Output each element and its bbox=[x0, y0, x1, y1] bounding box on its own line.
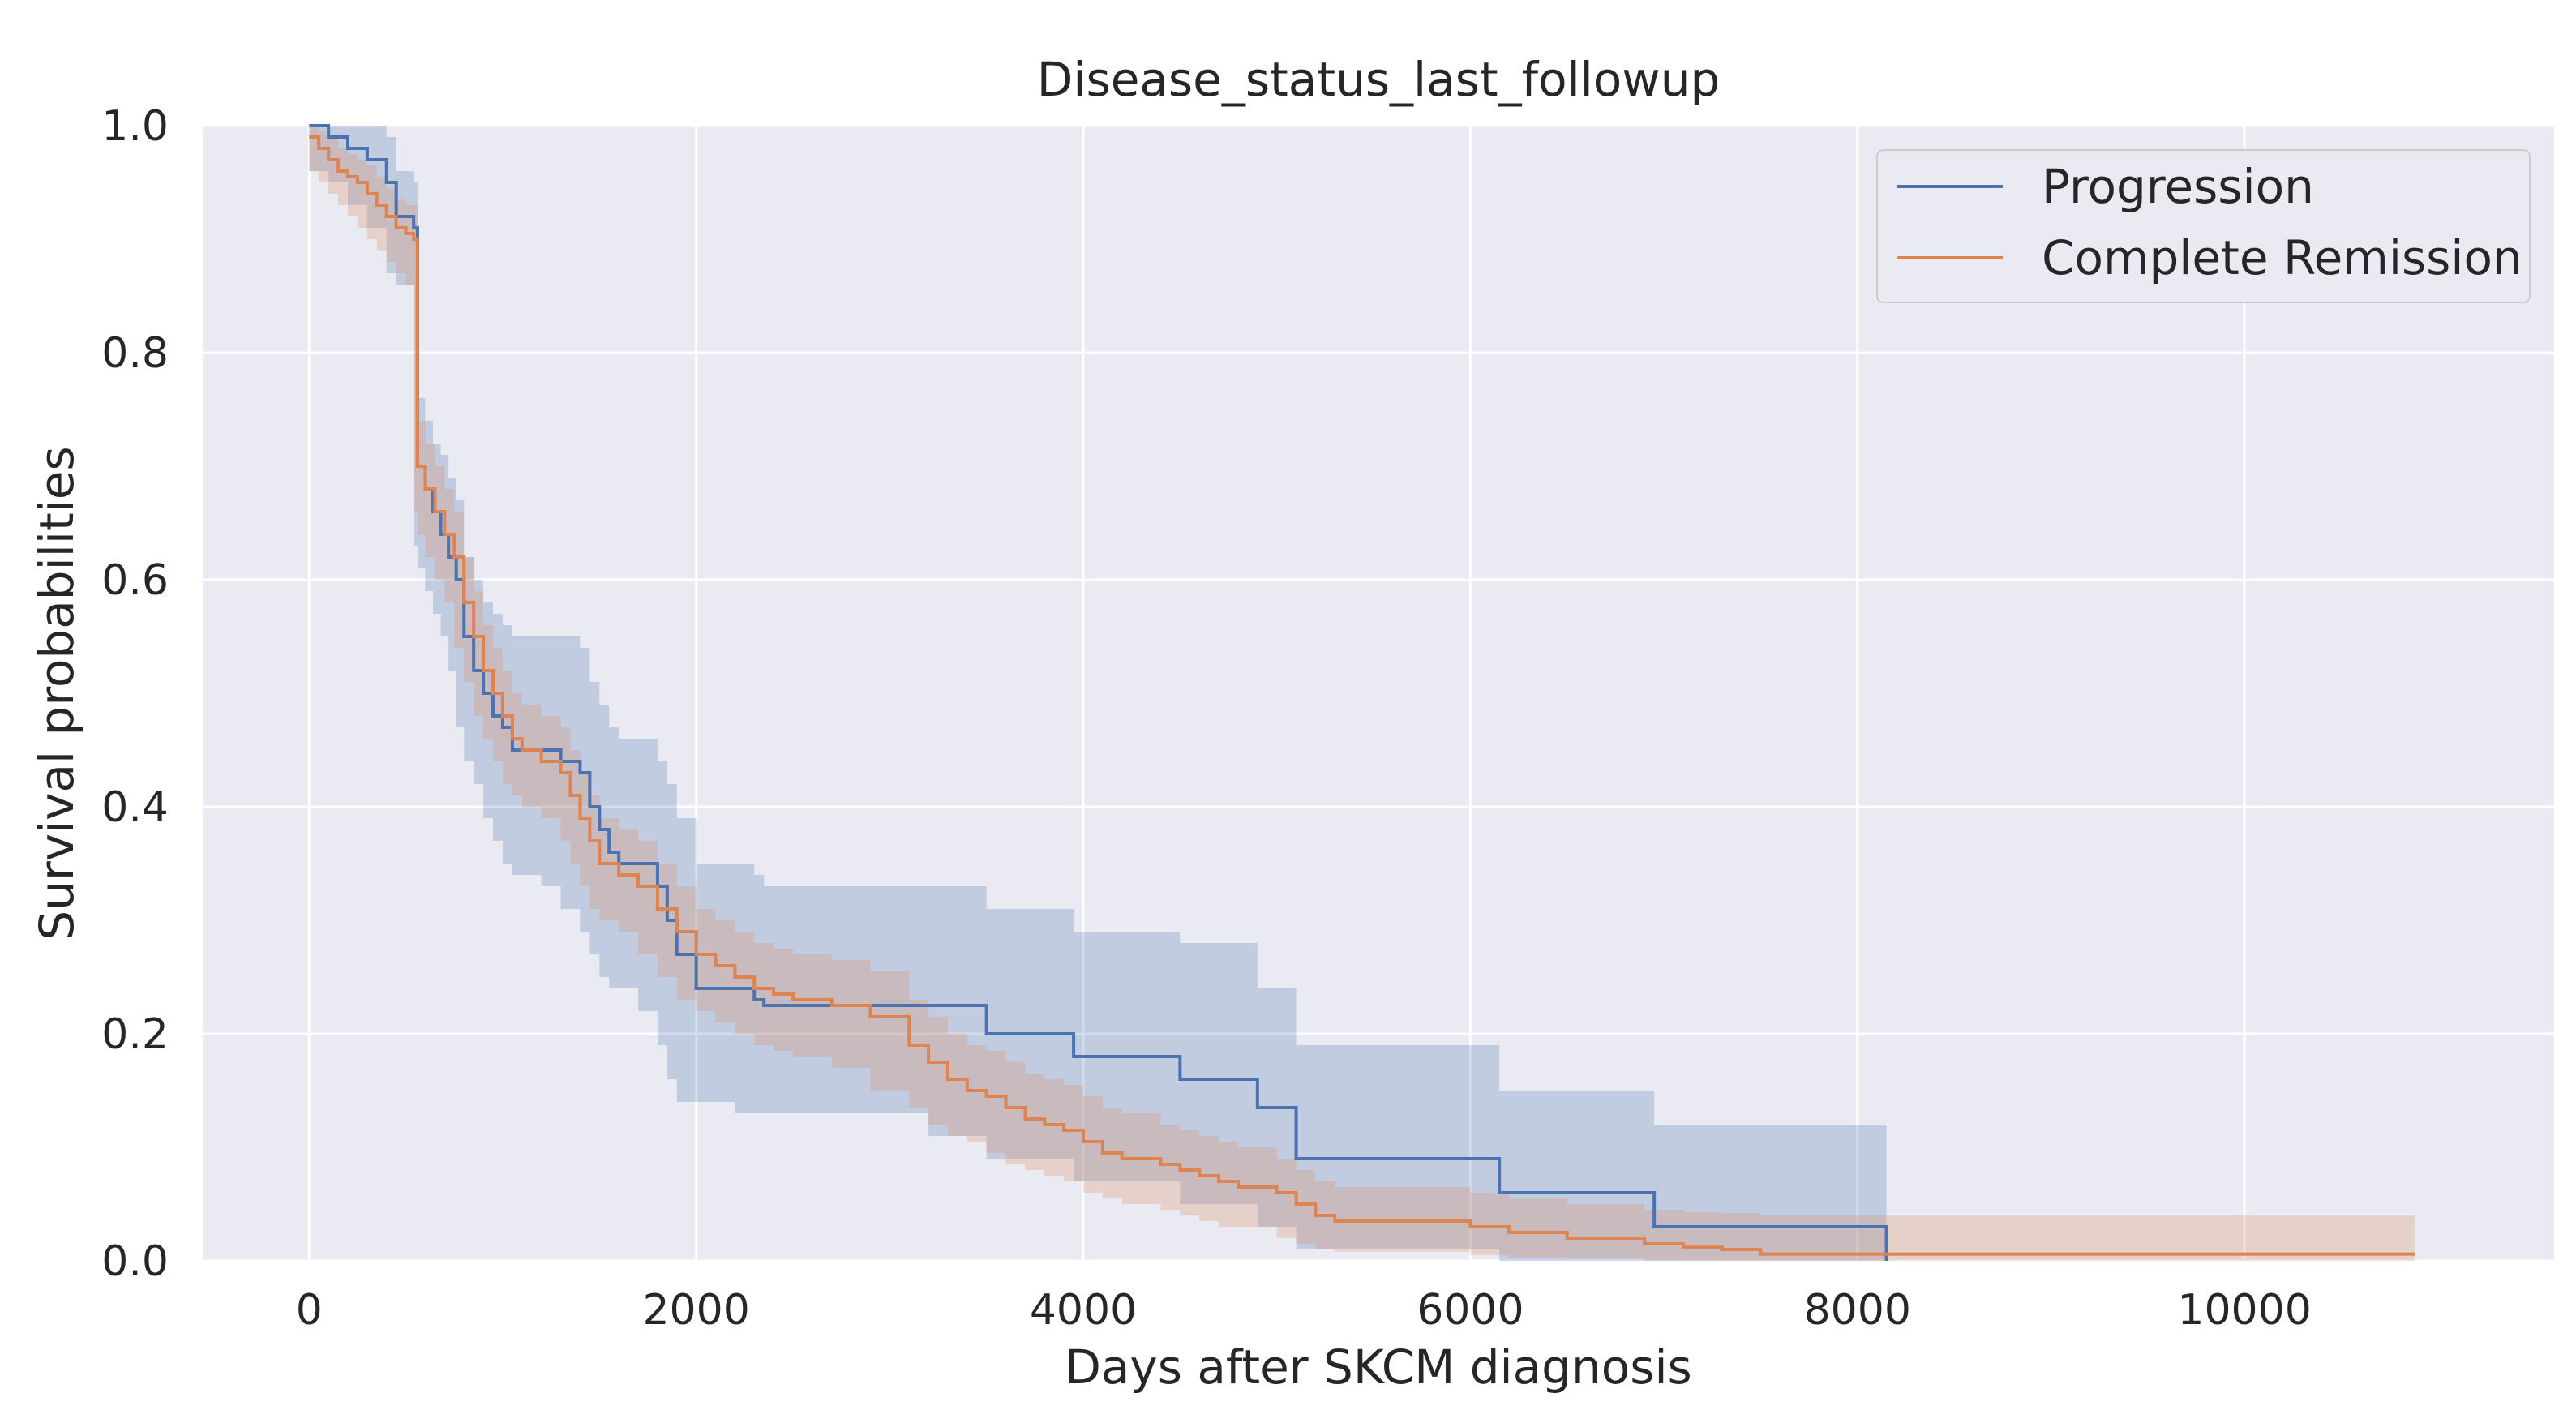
x-tick-label-0: 0 bbox=[296, 1286, 323, 1335]
x-axis-ticks: 0 2000 4000 6000 8000 10000 bbox=[296, 1286, 2312, 1335]
y-tick-label-1: 0.2 bbox=[101, 1010, 169, 1059]
legend: Progression Complete Remission bbox=[1876, 149, 2531, 303]
confidence-bands bbox=[309, 126, 2415, 1261]
x-tick-label-5: 10000 bbox=[2177, 1286, 2311, 1335]
y-tick-label-5: 1.0 bbox=[101, 102, 169, 151]
y-tick-label-2: 0.4 bbox=[101, 783, 169, 832]
y-tick-label-4: 0.8 bbox=[101, 329, 169, 378]
x-tick-label-3: 6000 bbox=[1417, 1286, 1524, 1335]
legend-label-progression: Progression bbox=[2042, 159, 2314, 214]
survival-line-complete-remission bbox=[309, 135, 2415, 1256]
x-tick-label-4: 8000 bbox=[1804, 1286, 1911, 1335]
ci-band-complete-remission bbox=[309, 126, 2415, 1261]
chart-title: Disease_status_last_followup bbox=[1037, 52, 1721, 107]
legend-frame bbox=[1876, 149, 2531, 303]
x-tick-label-1: 2000 bbox=[642, 1286, 749, 1335]
y-axis-label: Survival probabilities bbox=[29, 446, 84, 940]
y-tick-label-0: 0.0 bbox=[101, 1237, 169, 1286]
y-axis-ticks: 0.0 0.2 0.4 0.6 0.8 1.0 bbox=[101, 102, 169, 1286]
ci-band-progression bbox=[309, 126, 1887, 1261]
y-tick-label-3: 0.6 bbox=[101, 556, 169, 605]
plot-area-background bbox=[203, 126, 2554, 1261]
survival-curves bbox=[309, 124, 2415, 1261]
legend-label-complete-remission: Complete Remission bbox=[2042, 230, 2522, 285]
x-axis-label: Days after SKCM diagnosis bbox=[1065, 1339, 1692, 1395]
x-tick-label-2: 4000 bbox=[1030, 1286, 1137, 1335]
